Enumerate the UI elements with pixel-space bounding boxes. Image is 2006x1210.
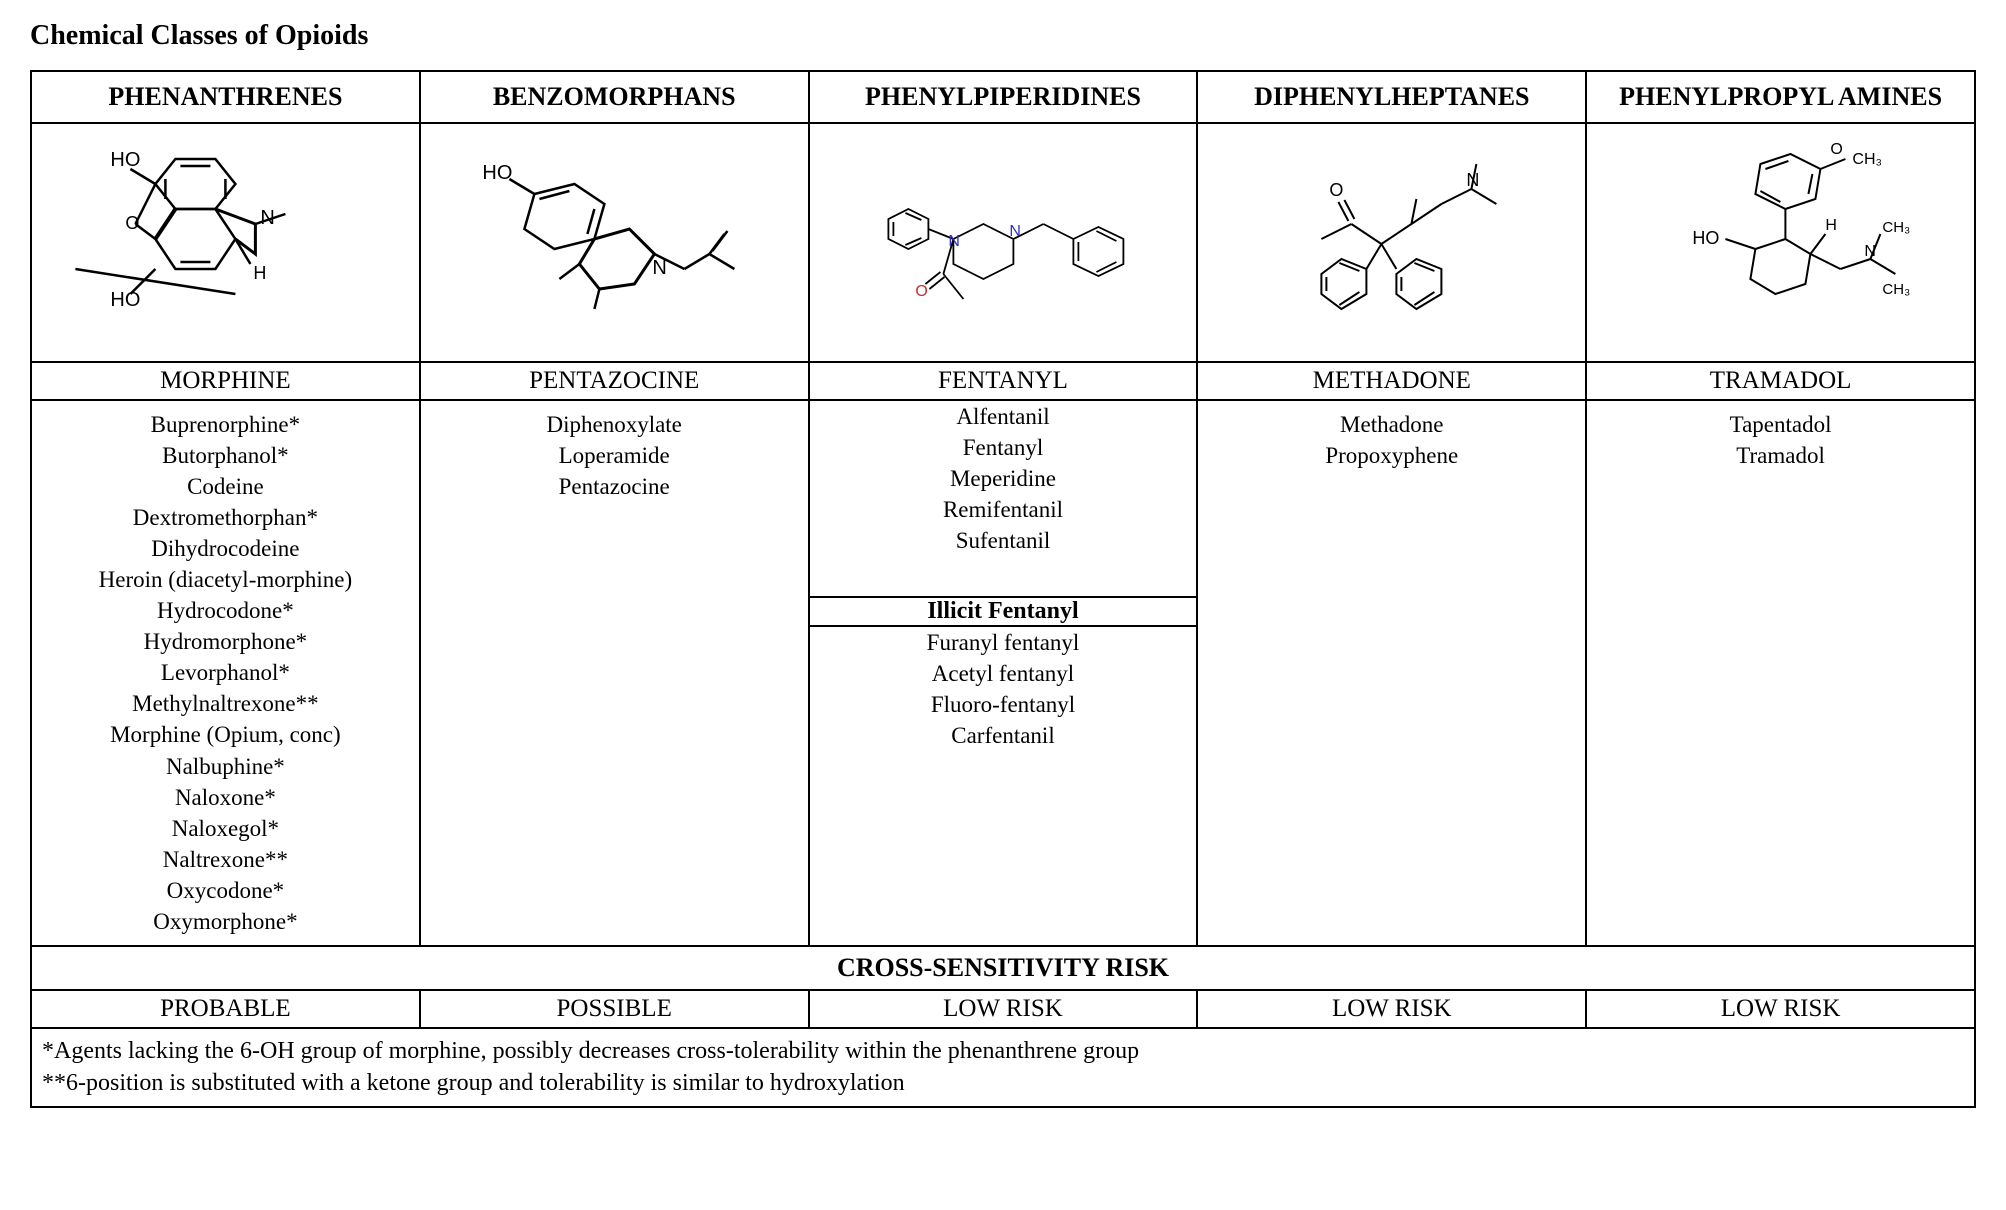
drug-item: Tramadol bbox=[1591, 440, 1970, 471]
risk-3: LOW RISK bbox=[1197, 990, 1586, 1028]
pentazocine-n-label: N bbox=[652, 257, 666, 279]
drugs-col-1: DiphenoxylateLoperamidePentazocine bbox=[420, 400, 809, 946]
fentanyl-o-label: O bbox=[915, 283, 927, 300]
footnotes-row: *Agents lacking the 6-OH group of morphi… bbox=[31, 1028, 1975, 1107]
drug-item: Naloxone* bbox=[36, 782, 415, 813]
drug-item: Acetyl fentanyl bbox=[810, 658, 1197, 689]
cross-sensitivity-header: CROSS-SENSITIVITY RISK bbox=[31, 946, 1975, 990]
drug-item: Nalbuphine* bbox=[36, 751, 415, 782]
methadone-structure-svg: O N bbox=[1198, 124, 1585, 354]
morphine-o-label: O bbox=[125, 213, 139, 233]
example-3: METHADONE bbox=[1197, 362, 1586, 400]
footnotes-cell: *Agents lacking the 6-OH group of morphi… bbox=[31, 1028, 1975, 1107]
structure-pentazocine: HO N bbox=[420, 123, 809, 362]
risk-row: PROBABLE POSSIBLE LOW RISK LOW RISK LOW … bbox=[31, 990, 1975, 1028]
drugs-col-2: AlfentanilFentanylMeperidineRemifentanil… bbox=[809, 400, 1198, 946]
morphine-h-label: H bbox=[253, 263, 266, 283]
drug-item: Diphenoxylate bbox=[425, 409, 804, 440]
drugs-col-2-main: AlfentanilFentanylMeperidineRemifentanil… bbox=[810, 401, 1197, 597]
structure-fentanyl: N N O bbox=[809, 123, 1198, 362]
cross-sensitivity-header-row: CROSS-SENSITIVITY RISK bbox=[31, 946, 1975, 990]
risk-4: LOW RISK bbox=[1586, 990, 1975, 1028]
drugs-col-0: Buprenorphine*Butorphanol*CodeineDextrom… bbox=[31, 400, 420, 946]
drugs-col-4: TapentadolTramadol bbox=[1586, 400, 1975, 946]
morphine-ho2-label: HO bbox=[110, 289, 140, 311]
risk-1: POSSIBLE bbox=[420, 990, 809, 1028]
footnote-1: *Agents lacking the 6-OH group of morphi… bbox=[42, 1035, 1964, 1067]
morphine-structure-svg: HO HO O N H bbox=[32, 124, 419, 354]
drug-item: Naltrexone** bbox=[36, 844, 415, 875]
example-0: MORPHINE bbox=[31, 362, 420, 400]
col-header-1: BENZOMORPHANS bbox=[420, 71, 809, 123]
structure-morphine: HO HO O N H bbox=[31, 123, 420, 362]
example-1: PENTAZOCINE bbox=[420, 362, 809, 400]
tramadol-structure-svg: O CH₃ HO H N CH₃ CH₃ bbox=[1587, 124, 1974, 354]
tramadol-ho-label: HO bbox=[1693, 228, 1720, 248]
drug-item: Naloxegol* bbox=[36, 813, 415, 844]
tramadol-o-label: O bbox=[1831, 141, 1843, 158]
example-4: TRAMADOL bbox=[1586, 362, 1975, 400]
drugs-col-3: MethadonePropoxyphene bbox=[1197, 400, 1586, 946]
col-header-0: PHENANTHRENES bbox=[31, 71, 420, 123]
risk-0: PROBABLE bbox=[31, 990, 420, 1028]
drug-item: Levorphanol* bbox=[36, 657, 415, 688]
fentanyl-n2-label: N bbox=[1009, 223, 1021, 240]
drug-item: Methadone bbox=[1202, 409, 1581, 440]
drug-item: Oxymorphone* bbox=[36, 906, 415, 937]
drug-item: Dextromethorphan* bbox=[36, 502, 415, 533]
structure-row: HO HO O N H bbox=[31, 123, 1975, 362]
drug-item: Loperamide bbox=[425, 440, 804, 471]
opioid-classes-table: PHENANTHRENES BENZOMORPHANS PHENYLPIPERI… bbox=[30, 70, 1976, 1108]
col-header-4: PHENYLPROPYL AMINES bbox=[1586, 71, 1975, 123]
drug-item: Dihydrocodeine bbox=[36, 533, 415, 564]
header-row: PHENANTHRENES BENZOMORPHANS PHENYLPIPERI… bbox=[31, 71, 1975, 123]
illicit-fentanyl-header: Illicit Fentanyl bbox=[810, 597, 1197, 626]
col-header-2: PHENYLPIPERIDINES bbox=[809, 71, 1198, 123]
drug-item: Heroin (diacetyl-morphine) bbox=[36, 564, 415, 595]
drug-item: Buprenorphine* bbox=[36, 409, 415, 440]
drug-item: Furanyl fentanyl bbox=[810, 627, 1197, 658]
drug-item: Butorphanol* bbox=[36, 440, 415, 471]
drug-item: Oxycodone* bbox=[36, 875, 415, 906]
drug-item: Hydromorphone* bbox=[36, 626, 415, 657]
fentanyl-n1-label: N bbox=[948, 233, 960, 250]
drug-item: Alfentanil bbox=[810, 401, 1197, 432]
page-title: Chemical Classes of Opioids bbox=[30, 20, 1976, 52]
drug-item: Meperidine bbox=[810, 463, 1197, 494]
drug-item: Methylnaltrexone** bbox=[36, 688, 415, 719]
methadone-n-label: N bbox=[1467, 170, 1480, 190]
methadone-o-label: O bbox=[1330, 180, 1344, 200]
morphine-n-label: N bbox=[260, 207, 274, 229]
tramadol-h-label: H bbox=[1826, 217, 1838, 234]
drug-item: Fentanyl bbox=[810, 432, 1197, 463]
drug-item: Propoxyphene bbox=[1202, 440, 1581, 471]
example-row: MORPHINE PENTAZOCINE FENTANYL METHADONE … bbox=[31, 362, 1975, 400]
drug-item: Carfentanil bbox=[810, 720, 1197, 751]
structure-tramadol: O CH₃ HO H N CH₃ CH₃ bbox=[1586, 123, 1975, 362]
drug-item: Hydrocodone* bbox=[36, 595, 415, 626]
footnote-2: **6-position is substituted with a keton… bbox=[42, 1067, 1964, 1099]
drug-item: Remifentanil bbox=[810, 494, 1197, 525]
drug-item: Sufentanil bbox=[810, 525, 1197, 556]
drug-item: Pentazocine bbox=[425, 471, 804, 502]
drug-item: Codeine bbox=[36, 471, 415, 502]
drug-item: Morphine (Opium, conc) bbox=[36, 719, 415, 750]
tramadol-ch3-1-label: CH₃ bbox=[1853, 151, 1883, 168]
morphine-ho1-label: HO bbox=[110, 149, 140, 171]
risk-2: LOW RISK bbox=[809, 990, 1198, 1028]
example-2: FENTANYL bbox=[809, 362, 1198, 400]
pentazocine-structure-svg: HO N bbox=[421, 124, 808, 354]
structure-methadone: O N bbox=[1197, 123, 1586, 362]
fentanyl-structure-svg: N N O bbox=[810, 124, 1197, 354]
tramadol-n-label: N bbox=[1865, 243, 1877, 260]
tramadol-ch3-3-label: CH₃ bbox=[1883, 281, 1911, 298]
pentazocine-ho-label: HO bbox=[482, 162, 512, 184]
drug-item: Fluoro-fentanyl bbox=[810, 689, 1197, 720]
drug-list-row: Buprenorphine*Butorphanol*CodeineDextrom… bbox=[31, 400, 1975, 946]
col-header-3: DIPHENYLHEPTANES bbox=[1197, 71, 1586, 123]
tramadol-ch3-2-label: CH₃ bbox=[1883, 219, 1911, 236]
drugs-col-2-sub: Furanyl fentanylAcetyl fentanylFluoro-fe… bbox=[810, 626, 1197, 811]
drug-item: Tapentadol bbox=[1591, 409, 1970, 440]
